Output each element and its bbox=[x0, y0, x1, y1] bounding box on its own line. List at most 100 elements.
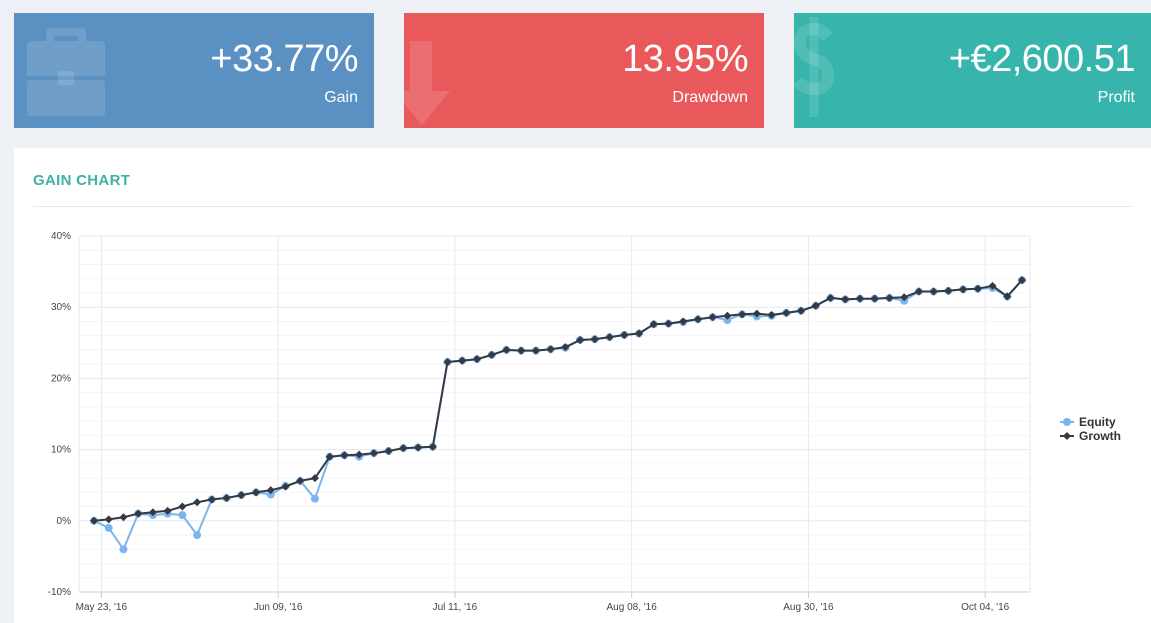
y-tick-label: 40% bbox=[51, 231, 71, 242]
arrow-down-icon bbox=[404, 41, 450, 125]
growth-point bbox=[104, 515, 113, 524]
y-tick-label: 30% bbox=[51, 302, 71, 313]
growth-point bbox=[355, 450, 364, 459]
panel-title: GAIN CHART bbox=[33, 172, 131, 189]
growth-point bbox=[281, 482, 290, 491]
growth-point bbox=[561, 343, 570, 352]
growth-point bbox=[679, 317, 688, 326]
growth-point bbox=[605, 333, 614, 342]
growth-point bbox=[134, 509, 143, 518]
growth-point bbox=[252, 488, 261, 497]
growth-point bbox=[841, 295, 850, 304]
legend-marker-growth bbox=[1063, 432, 1071, 440]
growth-point bbox=[193, 498, 202, 507]
gain-card: +33.77% Gain bbox=[14, 13, 374, 128]
x-tick-label: Aug 30, '16 bbox=[783, 602, 834, 613]
growth-point bbox=[487, 350, 496, 359]
growth-point bbox=[458, 356, 467, 365]
drawdown-value: 13.95% bbox=[622, 38, 748, 80]
x-tick-label: Jun 09, '16 bbox=[254, 602, 303, 613]
growth-point bbox=[723, 311, 732, 320]
growth-point bbox=[944, 286, 953, 295]
drawdown-card: 13.95% Drawdown bbox=[404, 13, 764, 128]
growth-point bbox=[443, 358, 452, 367]
gain-value: +33.77% bbox=[210, 38, 358, 80]
growth-point bbox=[664, 319, 673, 328]
growth-point bbox=[178, 502, 187, 511]
y-tick-label: 0% bbox=[57, 516, 72, 527]
growth-point bbox=[163, 506, 172, 515]
growth-point bbox=[782, 308, 791, 317]
growth-point bbox=[988, 281, 997, 290]
growth-point bbox=[119, 513, 128, 522]
gain-chart: -10% 0% 10% 20% 30% 40% May 23, '16 Jun 09, '16… bbox=[48, 231, 1121, 613]
growth-point bbox=[531, 346, 540, 355]
growth-point bbox=[517, 346, 526, 355]
growth-point bbox=[399, 444, 408, 453]
equity-point bbox=[119, 545, 128, 554]
growth-point bbox=[266, 486, 275, 495]
growth-point bbox=[797, 306, 806, 315]
legend-label-growth: Growth bbox=[1079, 429, 1121, 443]
growth-point bbox=[752, 309, 761, 318]
growth-point bbox=[870, 294, 879, 303]
growth-point bbox=[325, 452, 334, 461]
growth-point bbox=[340, 451, 349, 460]
growth-point bbox=[914, 287, 923, 296]
growth-point bbox=[222, 494, 231, 503]
gain-chart-panel: GAIN CHART -10% 0% 10% 20% 30% 40% May 23, '16… bbox=[14, 148, 1151, 623]
growth-point bbox=[929, 287, 938, 296]
equity-point bbox=[723, 316, 732, 325]
growth-point bbox=[148, 508, 157, 517]
growth-point bbox=[296, 476, 305, 485]
growth-point bbox=[973, 284, 982, 293]
legend-label-equity: Equity bbox=[1079, 415, 1116, 429]
series-line-equity bbox=[93, 279, 1023, 551]
growth-point bbox=[708, 313, 717, 322]
growth-point bbox=[811, 301, 820, 310]
x-tick-label: Oct 04, '16 bbox=[961, 602, 1009, 613]
gain-label: Gain bbox=[324, 89, 358, 106]
x-tick-label: Aug 08, '16 bbox=[607, 602, 658, 613]
y-tick-label: 10% bbox=[51, 445, 71, 456]
growth-point bbox=[738, 310, 747, 319]
growth-point bbox=[384, 447, 393, 456]
equity-point bbox=[266, 490, 275, 499]
growth-point bbox=[90, 516, 98, 525]
growth-point bbox=[620, 330, 629, 339]
equity-point bbox=[310, 494, 319, 503]
profit-label: Profit bbox=[1097, 89, 1135, 106]
equity-point bbox=[104, 523, 113, 532]
growth-point bbox=[502, 345, 511, 354]
dollar-icon bbox=[794, 17, 835, 117]
growth-point bbox=[885, 293, 894, 302]
growth-point bbox=[649, 320, 658, 329]
equity-point bbox=[193, 531, 202, 540]
growth-point bbox=[959, 285, 968, 294]
growth-point bbox=[635, 329, 644, 338]
growth-point bbox=[546, 345, 555, 354]
series-line-growth bbox=[93, 279, 1023, 522]
equity-point bbox=[178, 511, 187, 520]
x-tick-label: May 23, '16 bbox=[76, 602, 128, 613]
growth-point bbox=[1003, 292, 1012, 301]
growth-point bbox=[414, 443, 423, 452]
profit-card: +€2,600.51 Profit bbox=[794, 13, 1151, 128]
growth-point bbox=[693, 315, 702, 324]
growth-point bbox=[767, 311, 776, 320]
profit-value: +€2,600.51 bbox=[948, 38, 1136, 80]
growth-point bbox=[590, 335, 599, 344]
briefcase-icon bbox=[27, 28, 105, 116]
growth-point bbox=[428, 442, 437, 451]
growth-point bbox=[576, 335, 585, 344]
x-tick-label: Jul 11, '16 bbox=[433, 602, 478, 613]
growth-point bbox=[472, 355, 481, 364]
growth-point bbox=[207, 495, 216, 504]
growth-point bbox=[826, 293, 835, 302]
growth-point bbox=[237, 491, 246, 500]
y-tick-label: -10% bbox=[48, 587, 71, 598]
panel-divider bbox=[33, 206, 1133, 207]
y-tick-label: 20% bbox=[51, 373, 71, 384]
drawdown-label: Drawdown bbox=[672, 89, 748, 106]
growth-point bbox=[310, 474, 319, 483]
